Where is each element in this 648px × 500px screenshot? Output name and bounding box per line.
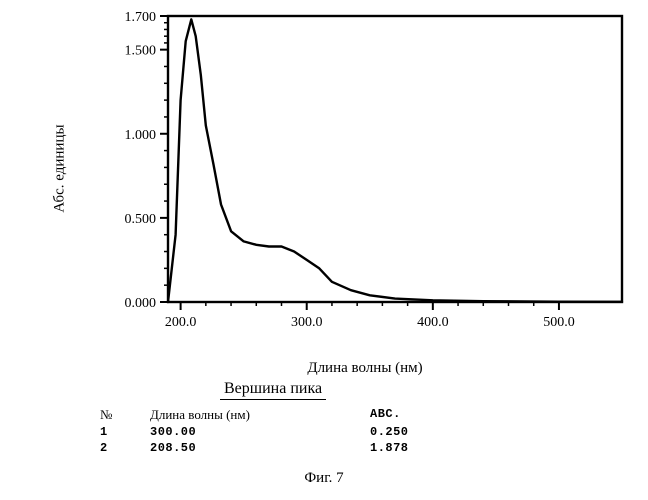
cell-n: 1: [100, 424, 150, 440]
peak-table: № Длина волны (нм) ABC. 1 300.00 0.250 2…: [100, 406, 490, 456]
cell-abs: 0.250: [370, 424, 490, 440]
cell-wavelength: 300.00: [150, 424, 370, 440]
peak-table-header: № Длина волны (нм) ABC.: [100, 406, 490, 424]
table-row: 2 208.50 1.878: [100, 440, 490, 456]
header-n: №: [100, 406, 150, 424]
cell-wavelength: 208.50: [150, 440, 370, 456]
x-axis-label: Длина волны (нм): [100, 360, 630, 377]
svg-text:1.000: 1.000: [125, 128, 157, 143]
svg-text:400.0: 400.0: [417, 315, 449, 330]
table-row: 1 300.00 0.250: [100, 424, 490, 440]
svg-text:0.500: 0.500: [125, 212, 157, 227]
svg-text:500.0: 500.0: [543, 315, 575, 330]
svg-text:0.000: 0.000: [125, 296, 157, 311]
svg-text:200.0: 200.0: [165, 315, 197, 330]
y-axis-label: Абс. единицы: [52, 69, 69, 269]
svg-text:300.0: 300.0: [291, 315, 323, 330]
header-wavelength: Длина волны (нм): [150, 406, 370, 424]
cell-abs: 1.878: [370, 440, 490, 456]
svg-text:1.500: 1.500: [125, 44, 157, 59]
svg-text:1.700: 1.700: [125, 10, 157, 25]
cell-n: 2: [100, 440, 150, 456]
spectrum-chart: 0.000 0.500 1.000 1.500 1.700 200.0 300.0 400.0…: [100, 10, 630, 350]
header-abs: ABC.: [370, 406, 490, 424]
peak-section-title: Вершина пика: [220, 380, 326, 400]
figure-caption: Фиг. 7: [0, 470, 648, 487]
